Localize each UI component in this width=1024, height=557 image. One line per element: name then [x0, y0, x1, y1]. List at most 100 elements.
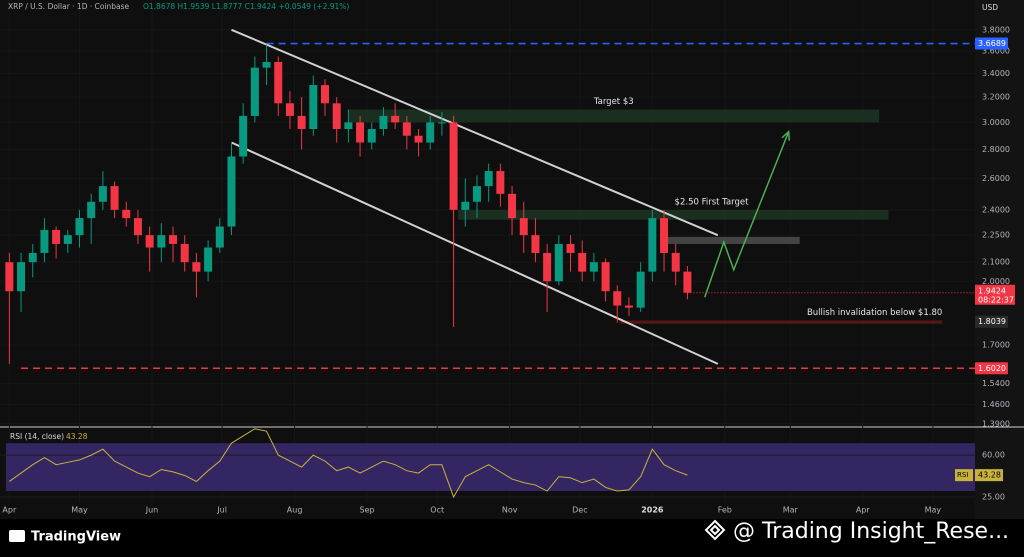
rsi-tick-label: 60.00 — [982, 451, 1005, 460]
zone — [666, 236, 800, 244]
zone-label: $2.50 First Target — [675, 197, 750, 207]
watermark: @ Trading Insight_Rese... — [733, 519, 1009, 544]
candle-body — [204, 247, 213, 272]
y-tick-label: 3.8000 — [982, 25, 1010, 34]
candle-body — [28, 252, 37, 263]
channel-line — [231, 28, 719, 237]
candle-body — [40, 229, 49, 253]
candle-body — [367, 128, 376, 143]
candle-body — [321, 85, 329, 104]
candle-body — [87, 201, 96, 219]
y-tick-label: 2.8000 — [982, 145, 1010, 154]
candle-body — [5, 262, 14, 292]
candle-body — [508, 193, 517, 219]
candle-body — [157, 235, 166, 248]
candle-body — [543, 252, 552, 282]
candles — [5, 44, 692, 364]
candle-body — [145, 235, 154, 248]
price-tag — [975, 37, 1008, 50]
candle-body — [636, 271, 645, 308]
rsi-title: RSI (14, close) — [10, 432, 64, 441]
price-tag-label: 1.9424 — [978, 286, 1006, 295]
candle-body — [554, 243, 563, 282]
candle-body — [566, 243, 575, 253]
x-tick-label: May — [925, 506, 942, 515]
y-tick-label: 3.4000 — [982, 69, 1010, 78]
x-tick-label: Apr — [856, 506, 871, 515]
x-tick-label: 2026 — [641, 506, 664, 515]
zone — [619, 320, 943, 324]
candle-body — [449, 122, 458, 210]
rsi-tag — [975, 469, 1003, 482]
candle-body — [52, 229, 61, 244]
candle-body — [496, 171, 505, 194]
candle-body — [285, 103, 294, 116]
y-tick-label: 1.7000 — [982, 340, 1010, 349]
y-tick-label: 2.6000 — [982, 174, 1010, 183]
candle-body — [215, 226, 224, 248]
candle-body — [169, 235, 178, 244]
candle-body — [192, 262, 201, 272]
candle-body — [17, 262, 26, 292]
candle-body — [402, 122, 411, 136]
y-tick-label: 2.0000 — [982, 277, 1010, 286]
ohlc: O1.8678 H1.9539 L1.8777 C1.9424 +0.0549 … — [143, 2, 349, 11]
candle-body — [262, 62, 271, 68]
logo — [9, 530, 25, 542]
zone-label: Target $3 — [593, 97, 634, 107]
candle-body — [110, 186, 119, 210]
candle-body — [414, 135, 423, 143]
candle-body — [660, 218, 669, 253]
y-tick-label: 1.3900 — [982, 419, 1010, 428]
candle-body — [227, 156, 236, 227]
candle-body — [624, 305, 633, 308]
candle-body — [239, 115, 248, 157]
rsi-band — [6, 443, 975, 492]
brand: TradingView — [31, 530, 121, 545]
y-tick-label: 3.6000 — [982, 46, 1010, 55]
price-tag — [975, 362, 1008, 375]
chart-title: XRP / U.S. Dollar · 1D · Coinbase — [8, 2, 130, 11]
x-tick-label: Dec — [572, 506, 587, 515]
currency: USD — [982, 3, 998, 12]
candle-body — [250, 67, 259, 116]
x-tick-label: Jun — [145, 506, 159, 515]
watermark-icon — [704, 519, 726, 541]
candle-body — [437, 122, 446, 124]
price-tag-label: 3.6689 — [978, 39, 1006, 48]
countdown: 08:22:37 — [978, 295, 1014, 304]
footer — [0, 519, 1024, 557]
candle-body — [589, 262, 598, 272]
candle-body — [472, 186, 481, 202]
y-tick-label: 2.2500 — [982, 231, 1010, 240]
zone-label: Bullish invalidation below $1.80 — [807, 308, 942, 318]
y-tick-label: 2.4000 — [982, 205, 1010, 214]
rsi-tag-name: RSI — [957, 471, 968, 479]
candle-body — [683, 271, 692, 293]
rsi-tick-label: 25.00 — [982, 493, 1005, 502]
zone — [348, 109, 880, 123]
candle-body — [63, 235, 72, 244]
candle-body — [180, 243, 189, 263]
y-tick-label: 2.1000 — [982, 258, 1010, 267]
x-tick-label: Aug — [287, 506, 303, 515]
candle-body — [75, 218, 84, 236]
candle-body — [344, 122, 353, 129]
candle-body — [332, 103, 341, 129]
x-tick-label: Oct — [430, 506, 444, 515]
candle-body — [122, 209, 131, 219]
zone — [458, 209, 889, 220]
x-tick-label: Nov — [502, 506, 518, 515]
x-tick-label: May — [71, 506, 88, 515]
candle-body — [531, 235, 540, 253]
price-tag-label: 1.8039 — [978, 317, 1006, 326]
rsi-line — [9, 428, 688, 499]
channel-line — [231, 141, 719, 365]
price-axis-bg — [975, 0, 1024, 519]
candle-body — [648, 218, 657, 272]
candle-body — [98, 186, 107, 202]
rsi-tag — [955, 469, 973, 482]
candle-body — [461, 201, 470, 210]
x-tick-label: Jul — [216, 506, 227, 515]
